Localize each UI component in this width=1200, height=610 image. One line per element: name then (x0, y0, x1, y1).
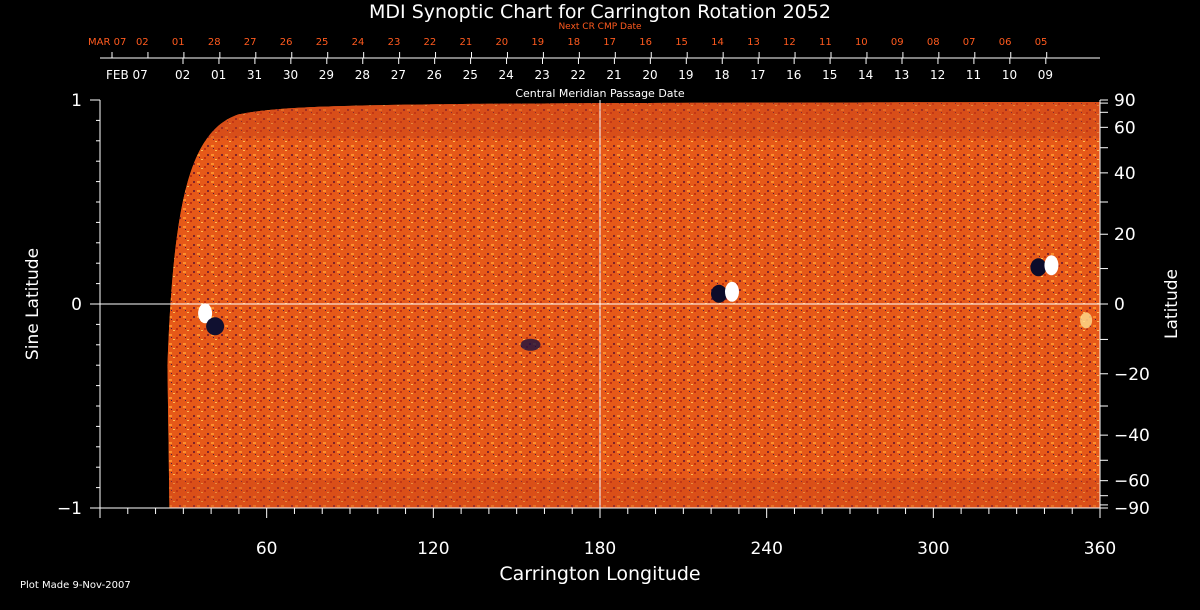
y2-axis-label: Latitude (1162, 269, 1182, 339)
active-region (198, 303, 225, 336)
cmp-date-label: 16 (786, 68, 801, 82)
next-cr-date-label: 07 (963, 37, 976, 48)
negative-polarity (711, 284, 727, 303)
next-cr-date-label: 20 (495, 37, 508, 48)
cmp-date-label: 29 (319, 68, 334, 82)
active-region (1030, 255, 1059, 277)
active-region (711, 281, 739, 303)
negative-polarity (1030, 258, 1047, 277)
next-cr-date-label: 19 (531, 37, 544, 48)
y-tick-label: 1 (71, 91, 82, 111)
latitude-tick-label: 20 (1114, 225, 1136, 245)
next-cr-date-label: 01 (172, 37, 185, 48)
positive-polarity (1044, 255, 1059, 276)
next-cr-date-label: 28 (208, 37, 221, 48)
x-tick-label: 240 (750, 539, 782, 559)
next-cr-date-label: 13 (747, 37, 760, 48)
latitude-tick-label: 60 (1114, 118, 1136, 138)
active-region (520, 338, 541, 351)
next-cr-date-label: MAR 07 (88, 37, 126, 48)
cmp-date-label: FEB 07 (106, 68, 148, 82)
x-tick-label: 300 (917, 539, 949, 559)
cmp-date-label: 22 (570, 68, 585, 82)
next-cr-date-label: 22 (424, 37, 437, 48)
cmp-date-label: 02 (175, 68, 190, 82)
chart-title: MDI Synoptic Chart for Carrington Rotati… (369, 1, 831, 23)
next-cr-date-label: 02 (136, 37, 149, 48)
cmp-date-label: 09 (1038, 68, 1053, 82)
next-cr-date-label: 23 (388, 37, 401, 48)
field-region (167, 102, 1100, 508)
next-cr-date-label: 24 (352, 37, 365, 48)
next-cr-date-label: 18 (567, 37, 580, 48)
cmp-date-label: 14 (858, 68, 873, 82)
cmp-date-label: 12 (930, 68, 945, 82)
latitude-tick-label: 40 (1114, 164, 1136, 184)
tick-labels: 60 120 180 240 300 360−101−90−60−40−200204060… (57, 37, 1150, 559)
x-axis-label: Carrington Longitude (499, 563, 701, 585)
cmp-date-label: 10 (1002, 68, 1017, 82)
next-cr-date-label: 08 (927, 37, 940, 48)
cmp-date-label: 15 (822, 68, 837, 82)
cmp-date-label: 19 (678, 68, 693, 82)
latitude-tick-label: 0 (1114, 295, 1125, 315)
north-polar-band (167, 102, 1100, 138)
x-tick-label: 120 (417, 539, 449, 559)
y-tick-label: −1 (57, 499, 82, 519)
cmp-date-label: 23 (535, 68, 550, 82)
south-polar-band (167, 478, 1100, 508)
x-tick-label: 360 (1084, 539, 1116, 559)
negative-polarity (206, 317, 225, 336)
y-tick-label: 0 (71, 295, 82, 315)
positive-polarity (725, 281, 739, 302)
cmp-date-label: 01 (211, 68, 226, 82)
cmp-date-label: 13 (894, 68, 909, 82)
next-cr-date-label: 11 (819, 37, 832, 48)
negative-polarity (520, 338, 541, 351)
next-cr-date-label: 05 (1035, 37, 1048, 48)
next-cr-date-label: 06 (999, 37, 1012, 48)
cmp-date-label: 24 (499, 68, 514, 82)
next-cr-date-label: 14 (711, 37, 724, 48)
latitude-tick-label: −90 (1114, 499, 1150, 519)
x-tick-label: 60 (256, 539, 278, 559)
next-cr-date-label: 12 (783, 37, 796, 48)
next-cr-date-label: 10 (855, 37, 868, 48)
x-tick-label: 180 (584, 539, 616, 559)
chart-axes (90, 52, 1108, 518)
cmp-date-label: 11 (966, 68, 981, 82)
next-cr-date-label: 21 (460, 37, 473, 48)
next-cr-date-label: 26 (280, 37, 293, 48)
cmp-date-label: 26 (427, 68, 442, 82)
cmp-axis-label: Central Meridian Passage Date (515, 87, 685, 100)
cmp-date-label: 17 (750, 68, 765, 82)
latitude-tick-label: −20 (1114, 365, 1150, 385)
positive-polarity (1080, 312, 1093, 329)
next-cr-date-label: 15 (675, 37, 688, 48)
latitude-tick-label: −60 (1114, 472, 1150, 492)
next-cr-date-label: 16 (639, 37, 652, 48)
plot-made-note: Plot Made 9-Nov-2007 (20, 580, 131, 591)
next-cr-date-label: 27 (244, 37, 257, 48)
cmp-date-label: 27 (391, 68, 406, 82)
cmp-date-label: 28 (355, 68, 370, 82)
cmp-date-label: 30 (283, 68, 298, 82)
next-cr-date-label: 09 (891, 37, 904, 48)
cmp-date-label: 20 (642, 68, 657, 82)
cmp-date-label: 21 (606, 68, 621, 82)
cmp-date-label: 25 (463, 68, 478, 82)
latitude-tick-label: −40 (1114, 426, 1150, 446)
y-axis-label: Sine Latitude (23, 247, 43, 361)
positive-polarity (198, 303, 213, 324)
next-cr-date-label: 25 (316, 37, 329, 48)
field-texture (167, 102, 1100, 508)
cmp-date-label: 18 (714, 68, 729, 82)
next-cr-label: Next CR CMP Date (558, 22, 642, 32)
active-region (1080, 312, 1093, 329)
cmp-date-label: 31 (247, 68, 262, 82)
magnetogram-field (167, 102, 1100, 508)
next-cr-date-label: 17 (603, 37, 616, 48)
latitude-tick-label: 90 (1114, 91, 1136, 111)
